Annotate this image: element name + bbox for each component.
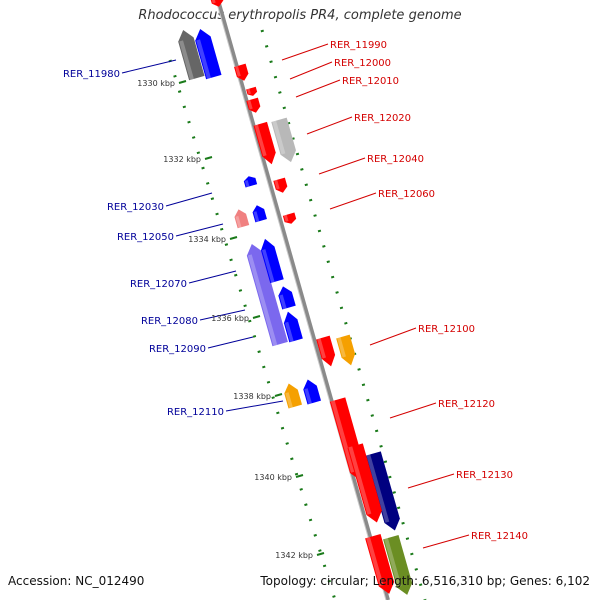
labels-layer: RER_11990 RER_12000 RER_12010 RER_12020 RER_… xyxy=(63,40,528,560)
kbp-label-2: 1334 kbp xyxy=(188,235,226,244)
reverse-gene-extra-d[interactable] xyxy=(301,378,322,405)
kbp-tick-1 xyxy=(204,156,213,160)
reverse-gene-extra-a[interactable] xyxy=(192,27,222,80)
forward-gene-label-0[interactable]: RER_11990 xyxy=(330,40,387,51)
forward-gene-label-7[interactable]: RER_12120 xyxy=(438,399,495,410)
kbp-label-4: 1338 kbp xyxy=(233,392,271,401)
reverse-gene-0[interactable] xyxy=(175,28,205,81)
reverse-gene-leader-4 xyxy=(199,309,246,321)
reverse-gene-1[interactable] xyxy=(243,175,258,188)
reverse-gene-2[interactable] xyxy=(233,208,250,229)
reverse-gene-6[interactable] xyxy=(282,382,303,409)
forward-gene-leader-6 xyxy=(369,327,417,346)
forward-gene-leader-1 xyxy=(289,61,333,80)
reverse-gene-4[interactable] xyxy=(276,285,296,310)
reverse-gene-leader-3 xyxy=(188,270,237,284)
forward-gene-label-6[interactable]: RER_12100 xyxy=(418,324,475,335)
forward-gene-inner-b[interactable] xyxy=(316,335,338,369)
forward-gene-label-8[interactable]: RER_12130 xyxy=(456,470,513,481)
forward-gene-leader-9 xyxy=(422,534,470,549)
genome-backbone-highlight xyxy=(215,0,387,600)
reverse-gene-leader-2 xyxy=(175,223,224,237)
kbp-label-0: 1330 kbp xyxy=(137,79,175,88)
kbp-tick-3 xyxy=(252,315,261,319)
kbp-label-1: 1332 kbp xyxy=(163,155,201,164)
reverse-gene-label-6[interactable]: RER_12110 xyxy=(167,407,224,418)
reverse-gene-extra-c[interactable] xyxy=(251,204,267,223)
forward-gene-1[interactable] xyxy=(234,63,250,83)
genome-stats-text: Topology: circular; Length: 6,516,310 bp… xyxy=(260,574,590,588)
reverse-gene-3[interactable] xyxy=(244,242,288,347)
reverse-gene-label-1[interactable]: RER_12030 xyxy=(107,202,164,213)
forward-gene-4[interactable] xyxy=(273,177,288,195)
forward-gene-2[interactable] xyxy=(246,97,261,115)
reverse-gene-label-4[interactable]: RER_12080 xyxy=(141,316,198,327)
reverse-gene-extra-b[interactable] xyxy=(258,237,284,284)
forward-gene-inner-d[interactable] xyxy=(365,533,397,596)
kbp-label-3: 1336 kbp xyxy=(211,314,249,323)
forward-gene-small-a[interactable] xyxy=(246,86,258,97)
genome-backbone xyxy=(216,0,390,600)
forward-gene-5[interactable] xyxy=(282,212,297,226)
kbp-tick-5 xyxy=(295,474,304,478)
reverse-gene-label-2[interactable]: RER_12050 xyxy=(117,232,174,243)
forward-gene-label-3[interactable]: RER_12020 xyxy=(354,113,411,124)
kbp-tick-2 xyxy=(229,236,238,240)
kbp-label-5: 1340 kbp xyxy=(254,473,292,482)
reverse-gene-leader-1 xyxy=(165,192,213,207)
forward-gene-leader-8 xyxy=(407,473,455,489)
reverse-gene-label-3[interactable]: RER_12070 xyxy=(130,279,187,290)
genes-layer xyxy=(175,0,415,597)
forward-gene-leader-5 xyxy=(329,192,377,210)
forward-gene-leader-7 xyxy=(389,402,437,419)
forward-gene-label-9[interactable]: RER_12140 xyxy=(471,531,528,542)
reverse-gene-label-5[interactable]: RER_12090 xyxy=(149,344,206,355)
forward-gene-8[interactable] xyxy=(365,451,402,532)
forward-gene-leader-2 xyxy=(295,79,341,98)
kbp-tick-4 xyxy=(274,393,283,397)
forward-gene-6[interactable] xyxy=(336,334,358,368)
forward-gene-inner-a[interactable] xyxy=(253,121,279,166)
forward-gene-leader-3 xyxy=(306,116,353,135)
forward-gene-9[interactable] xyxy=(383,534,415,597)
reverse-gene-leader-0 xyxy=(121,59,177,74)
kbp-label-6: 1342 kbp xyxy=(275,551,313,560)
reverse-gene-label-0[interactable]: RER_11980 xyxy=(63,69,120,80)
reverse-gene-5[interactable] xyxy=(281,310,303,343)
kbp-tick-0 xyxy=(178,80,187,84)
forward-gene-label-4[interactable]: RER_12040 xyxy=(367,154,424,165)
forward-gene-leader-4 xyxy=(318,157,366,175)
reverse-gene-leader-6 xyxy=(225,400,284,412)
kbp-tick-6 xyxy=(316,552,325,556)
forward-gene-label-2[interactable]: RER_12010 xyxy=(342,76,399,87)
forward-gene-label-1[interactable]: RER_12000 xyxy=(334,58,391,69)
accession-text: Accession: NC_012490 xyxy=(8,574,145,588)
forward-gene-label-5[interactable]: RER_12060 xyxy=(378,189,435,200)
forward-gene-inner-c[interactable] xyxy=(347,443,384,524)
forward-gene-3[interactable] xyxy=(271,117,298,165)
reverse-gene-leader-5 xyxy=(207,336,254,349)
forward-gene-0[interactable] xyxy=(209,0,224,8)
forward-gene-leader-0 xyxy=(281,43,329,61)
